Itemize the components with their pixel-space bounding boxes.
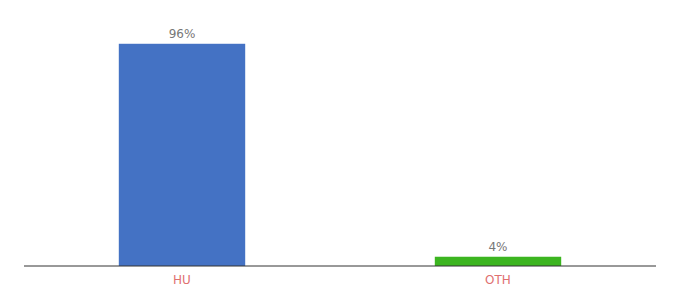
- x-tick-label: OTH: [485, 273, 511, 287]
- bars: [119, 44, 561, 266]
- bar: [435, 257, 561, 266]
- x-axis-line: [24, 266, 656, 267]
- chart-svg: HU OTH 96% 4%: [0, 0, 680, 300]
- bar: [119, 44, 245, 266]
- chart-container: HU OTH 96% 4%: [0, 0, 680, 300]
- page: {"chart_data": {"type": "bar", "categori…: [0, 0, 680, 300]
- data-label: 96%: [169, 27, 196, 41]
- data-label: 4%: [488, 240, 507, 254]
- x-tick-label: HU: [173, 273, 191, 287]
